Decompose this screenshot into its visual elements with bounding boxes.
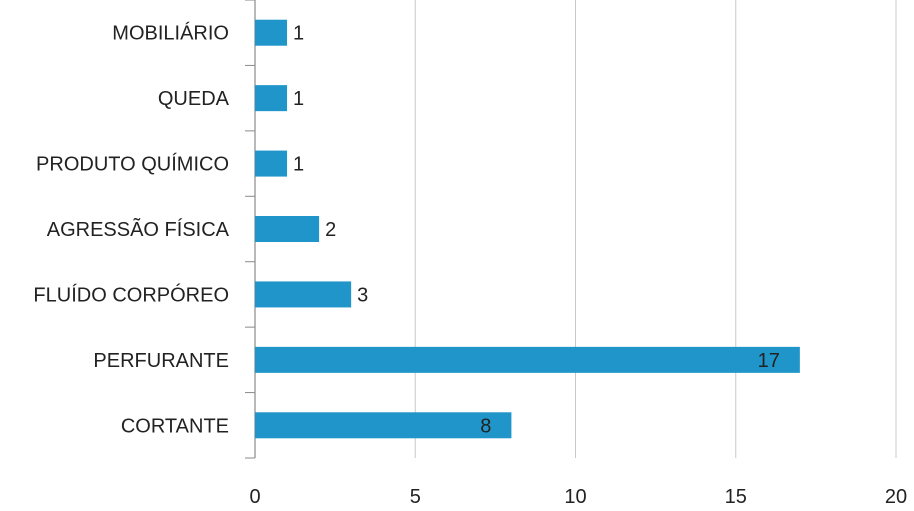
data-label: 2	[325, 219, 336, 241]
bar-perfurante	[255, 346, 800, 373]
category-label: QUEDA	[158, 88, 230, 110]
x-tick-label: 15	[725, 486, 747, 508]
bar-mobiliário	[255, 19, 288, 46]
data-label: 8	[480, 415, 491, 437]
x-tick-label: 5	[410, 486, 421, 508]
x-tick-label: 0	[249, 486, 260, 508]
bar-produto-químico	[255, 150, 288, 177]
data-label: 1	[293, 23, 304, 45]
data-label: 3	[357, 284, 368, 306]
data-label: 1	[293, 88, 304, 110]
category-label: FLUÍDO CORPÓREO	[33, 283, 229, 306]
category-label: MOBILIÁRIO	[112, 22, 229, 45]
x-tick-label: 20	[885, 486, 907, 508]
x-tick-labels: 0 5 10 15 20	[249, 486, 907, 508]
bar-queda	[255, 85, 288, 112]
category-label: PRODUTO QUÍMICO	[36, 153, 229, 176]
category-label: CORTANTE	[121, 415, 229, 437]
bar-fluído-corpóreo	[255, 281, 352, 308]
category-label: AGRESSÃO FÍSICA	[47, 217, 230, 241]
data-label: 17	[758, 350, 780, 372]
data-labels: 8 17 3 2 1 1 1	[293, 23, 780, 438]
bar-cortante	[255, 412, 512, 439]
data-label: 1	[293, 154, 304, 176]
axes	[245, 0, 256, 459]
x-tick-label: 10	[564, 486, 586, 508]
bars	[255, 19, 800, 439]
bar-agressão-física	[255, 216, 320, 242]
gridlines	[414, 0, 897, 458]
category-label: PERFURANTE	[93, 350, 229, 372]
category-labels: CORTANTE PERFURANTE FLUÍDO CORPÓREO AGRESSÃ…	[33, 22, 229, 438]
